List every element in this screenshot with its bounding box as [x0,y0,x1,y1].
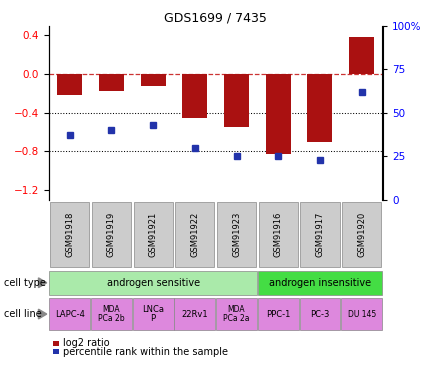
Text: GSM91918: GSM91918 [65,212,74,257]
Bar [49,298,90,330]
Text: androgen sensitive: androgen sensitive [107,278,200,288]
Polygon shape [38,278,47,288]
Text: LNCa
P: LNCa P [142,305,164,323]
Text: androgen insensitive: androgen insensitive [269,278,371,288]
Bar [53,350,59,354]
Text: LAPC-4: LAPC-4 [55,310,85,318]
Text: GSM91923: GSM91923 [232,212,241,257]
Bar [342,202,381,267]
Bar [216,298,257,330]
Bar [258,298,299,330]
Bar [307,74,332,142]
Bar [49,271,257,295]
Bar [300,298,340,330]
Text: DU 145: DU 145 [348,310,376,318]
Text: GSM91919: GSM91919 [107,212,116,257]
Text: GSM91920: GSM91920 [357,212,366,257]
Text: GSM91922: GSM91922 [190,212,199,257]
Bar [133,298,173,330]
Text: MDA
PCa 2a: MDA PCa 2a [223,305,250,323]
Bar [349,37,374,74]
Bar [141,74,166,86]
Text: PC-3: PC-3 [310,310,330,318]
Bar [175,202,215,267]
Text: GSM91916: GSM91916 [274,212,283,257]
Text: cell line: cell line [4,309,42,319]
Polygon shape [38,309,47,319]
Text: GSM91921: GSM91921 [149,212,158,257]
Bar [57,74,82,95]
Text: percentile rank within the sample: percentile rank within the sample [63,346,228,357]
Text: MDA
PCa 2b: MDA PCa 2b [98,305,125,323]
Bar [91,298,132,330]
Text: cell type: cell type [4,278,46,288]
Bar [174,298,215,330]
Bar [259,202,298,267]
Bar [266,74,291,154]
Title: GDS1699 / 7435: GDS1699 / 7435 [164,11,267,24]
Bar [300,202,340,267]
Text: 22Rv1: 22Rv1 [181,310,208,318]
Text: log2 ratio: log2 ratio [63,338,110,348]
Bar [224,74,249,127]
Bar [99,74,124,92]
Bar [258,271,382,295]
Bar [217,202,256,267]
Bar [341,298,382,330]
Bar [182,74,207,117]
Bar [53,341,59,346]
Bar [92,202,131,267]
Text: GSM91917: GSM91917 [315,212,324,257]
Bar [50,202,89,267]
Bar [133,202,173,267]
Text: PPC-1: PPC-1 [266,310,290,318]
